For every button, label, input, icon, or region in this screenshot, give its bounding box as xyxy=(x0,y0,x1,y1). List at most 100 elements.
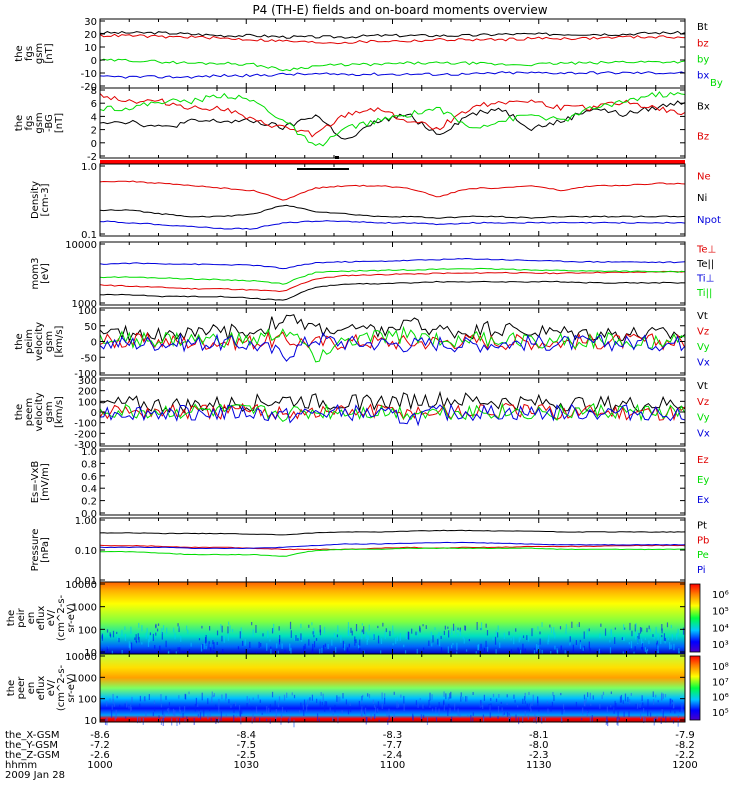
spectrogram-pixel xyxy=(112,699,114,704)
spectrogram-pixel xyxy=(265,718,268,722)
spectrogram-pixel xyxy=(311,622,313,626)
panel-frame xyxy=(99,18,686,89)
spectrogram-pixel xyxy=(300,633,302,640)
spectrogram-pixel xyxy=(513,694,515,699)
spectrogram-pixel xyxy=(212,640,214,645)
x-axis-row-label: the_Z-GSM xyxy=(5,750,60,761)
spectrogram-pixel xyxy=(443,704,445,711)
spectrogram-pixel xyxy=(549,624,551,628)
spectrogram-pixel xyxy=(564,650,566,656)
x-axis-row-value: -2.3 xyxy=(529,750,549,761)
spectrogram-pixel xyxy=(483,694,485,701)
y-axis-label-line: gsm xyxy=(34,112,45,133)
spectrogram-pixel xyxy=(468,638,470,642)
series-line-pt xyxy=(99,529,686,536)
spectrogram-pixel xyxy=(623,624,625,631)
spectrogram-pixel xyxy=(514,699,516,703)
spectrogram-pixel xyxy=(143,696,145,702)
spectrogram-pixel xyxy=(405,633,407,640)
spectrogram-pixel xyxy=(614,637,616,644)
spectrogram-pixel xyxy=(138,636,140,643)
spectrogram-pixel xyxy=(399,633,401,641)
spectrogram-pixel xyxy=(524,648,526,654)
spectrogram-pixel xyxy=(149,632,152,636)
y-axis-label-line: [nPa] xyxy=(40,537,51,563)
spectrogram-pixel xyxy=(342,640,345,648)
spectrogram-pixel xyxy=(228,621,230,626)
spectrogram-pixel xyxy=(124,703,126,708)
y-tick-label: -2 xyxy=(87,152,97,163)
spectrogram-pixel xyxy=(649,712,652,717)
x-axis-row-value: 1030 xyxy=(234,760,259,771)
spectrogram-pixel xyxy=(395,637,397,644)
spectrogram-pixel xyxy=(242,640,244,646)
spectrogram-pixel xyxy=(431,694,433,700)
spectrogram-pixel xyxy=(163,712,166,718)
spectrogram-pixel xyxy=(613,706,615,714)
spectrogram-pixel xyxy=(438,702,440,709)
spectrogram-pixel xyxy=(347,630,349,637)
spectrogram-pixel xyxy=(361,706,363,713)
y-axis-label-line: peem xyxy=(24,398,35,426)
spectrogram-pixel xyxy=(529,703,531,709)
spectrogram-pixel xyxy=(234,701,237,707)
series-line-unlabeled xyxy=(99,91,686,147)
y-tick-label: 100 xyxy=(78,306,97,317)
spectrogram-pixel xyxy=(569,636,571,642)
spectrogram-pixel xyxy=(332,712,334,716)
spectrogram-pixel xyxy=(315,638,318,641)
y-axis-label-line: the xyxy=(6,610,17,626)
spectrogram-pixel xyxy=(354,636,356,641)
series-line-bt xyxy=(99,30,686,39)
spectrogram-pixel xyxy=(199,712,202,720)
spectrogram-pixel xyxy=(160,694,162,702)
spectrogram-pixel xyxy=(403,695,405,704)
spectrogram-pixel xyxy=(423,714,425,719)
spectrogram-pixel xyxy=(218,698,220,706)
spectrogram-pixel xyxy=(162,709,164,715)
spectrogram-pixel xyxy=(229,625,231,632)
spectrogram-pixel xyxy=(629,698,631,705)
spectrogram-pixel xyxy=(185,625,188,631)
spectrogram-pixel xyxy=(357,644,360,649)
spectrogram-pixel xyxy=(610,629,612,637)
y-tick-label: 1.0 xyxy=(81,447,97,458)
spectrogram-pixel xyxy=(657,645,659,654)
spectrogram-pixel xyxy=(470,714,472,722)
series-line-pb xyxy=(99,544,686,551)
y-axis-label-line: (cm^2-s- xyxy=(56,664,67,711)
spectrogram-pixel xyxy=(501,707,503,711)
panel-10: 10⁸ 10⁷ 10⁶ 10⁵ 10000 1000 100 10 the peer en eflux… xyxy=(6,652,729,728)
spectrogram-image xyxy=(100,582,685,654)
spectrogram-pixel xyxy=(289,621,292,630)
spectrogram-pixel xyxy=(160,703,163,708)
spectrogram-pixel xyxy=(481,703,483,708)
spectrogram-pixel xyxy=(255,624,257,633)
y-axis-label: Density [cm-3] xyxy=(30,181,51,219)
y-axis-label-line: velocity xyxy=(34,392,45,431)
spectrogram-pixel xyxy=(664,693,667,698)
spectrogram-pixel xyxy=(116,631,118,635)
spectrogram-pixel xyxy=(442,701,445,709)
spectrogram-pixel xyxy=(449,707,451,714)
spectrogram-pixel xyxy=(187,629,189,634)
spectrogram-pixel xyxy=(465,696,467,702)
spectrogram-pixel xyxy=(129,643,131,650)
y-tick-label: 1000 xyxy=(72,673,97,684)
spectrogram-pixel xyxy=(213,642,215,650)
spectrogram-pixel xyxy=(438,707,440,716)
y-tick-label: 0 xyxy=(91,56,97,67)
x-axis-row-value: -7.9 xyxy=(675,730,695,741)
spectrogram-pixel xyxy=(278,626,280,631)
spectrogram-pixel xyxy=(527,714,529,720)
spectrogram-pixel xyxy=(336,695,338,702)
spectrogram-pixel xyxy=(262,633,264,637)
spectrogram-pixel xyxy=(269,704,271,713)
spectrogram-pixel xyxy=(251,718,253,724)
legend-label: Ex xyxy=(697,495,709,506)
spectrogram-pixel xyxy=(198,711,200,719)
spectrogram-pixel xyxy=(377,708,379,712)
spectrogram-pixel xyxy=(546,701,548,704)
spectrogram-pixel xyxy=(303,699,306,708)
